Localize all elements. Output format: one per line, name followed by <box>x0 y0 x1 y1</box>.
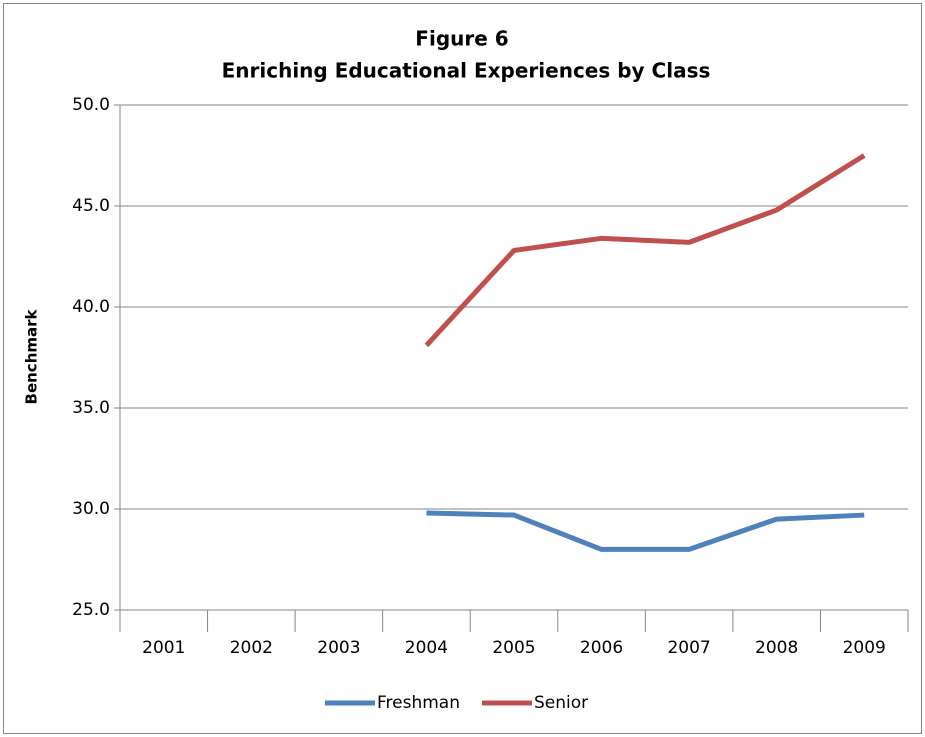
y-axis-label: Benchmark <box>23 308 41 404</box>
y-tick-label: 40.0 <box>72 297 110 317</box>
x-tick-label: 2005 <box>492 638 535 658</box>
y-tick-label: 45.0 <box>72 196 110 216</box>
y-tick-label: 25.0 <box>72 600 110 620</box>
legend-label: Senior <box>534 693 588 713</box>
x-tick-label: 2002 <box>230 638 273 658</box>
x-tick-label: 2003 <box>317 638 360 658</box>
y-tick-label: 30.0 <box>72 499 110 519</box>
x-tick-label: 2001 <box>142 638 185 658</box>
x-tick-label: 2006 <box>580 638 623 658</box>
x-tick-label: 2009 <box>843 638 886 658</box>
chart-subtitle: Enriching Educational Experiences by Cla… <box>222 59 711 83</box>
chart-frame <box>3 3 922 734</box>
x-tick-label: 2007 <box>667 638 710 658</box>
series-line <box>426 510 865 552</box>
x-tick-label: 2008 <box>755 638 798 658</box>
y-tick-label: 35.0 <box>72 398 110 418</box>
legend-label: Freshman <box>377 693 460 713</box>
series-line <box>424 153 866 348</box>
y-tick-label: 50.0 <box>72 95 110 115</box>
chart-title: Figure 6 <box>415 27 508 51</box>
x-tick-label: 2004 <box>405 638 448 658</box>
